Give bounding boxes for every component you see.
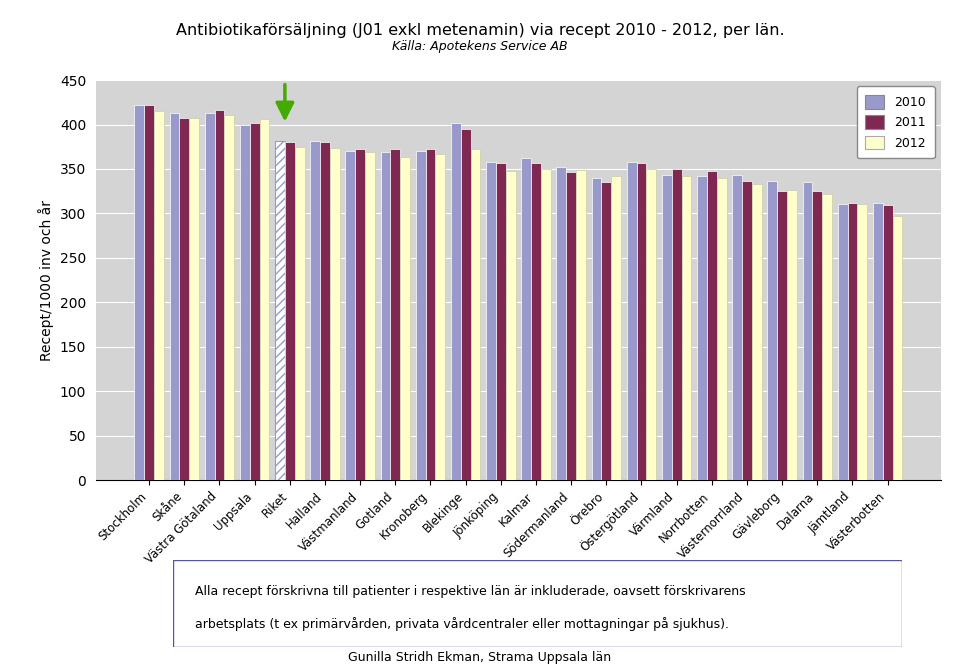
Bar <box>391 149 400 480</box>
Bar <box>259 119 270 480</box>
Legend: 2010, 2011, 2012: 2010, 2011, 2012 <box>856 86 934 158</box>
Bar <box>330 147 340 480</box>
Bar <box>521 158 531 480</box>
Bar <box>355 149 365 480</box>
Bar <box>380 152 391 480</box>
Bar <box>400 157 410 480</box>
Bar <box>882 205 893 480</box>
Bar <box>204 113 215 480</box>
Bar <box>682 176 691 480</box>
Bar <box>189 118 199 480</box>
Bar <box>672 169 682 480</box>
Bar <box>155 111 164 480</box>
Bar <box>144 105 155 480</box>
Bar <box>612 176 621 480</box>
Bar <box>707 171 717 480</box>
Bar <box>215 110 225 480</box>
Bar <box>531 163 540 480</box>
Text: Alla recept förskrivna till patienter i respektive län är inkluderade, oavsett f: Alla recept förskrivna till patienter i … <box>195 584 745 598</box>
Bar <box>812 191 822 480</box>
Bar <box>752 184 761 480</box>
Text: Gunilla Stridh Ekman, Strama Uppsala län: Gunilla Stridh Ekman, Strama Uppsala län <box>348 651 612 664</box>
Bar <box>742 181 752 480</box>
Bar <box>416 151 425 480</box>
Bar <box>240 125 250 480</box>
Bar <box>857 203 867 480</box>
Bar <box>470 149 480 480</box>
Bar <box>557 167 566 480</box>
Bar <box>732 175 742 480</box>
Bar <box>787 190 797 480</box>
Bar <box>767 181 778 480</box>
Bar <box>576 170 586 480</box>
Bar <box>803 182 812 480</box>
Bar <box>285 142 295 480</box>
Bar <box>295 147 304 480</box>
Bar <box>276 141 285 480</box>
Bar <box>365 152 375 480</box>
Bar <box>425 149 436 480</box>
Bar <box>506 171 516 480</box>
Bar <box>627 162 636 480</box>
Bar <box>848 203 857 480</box>
Y-axis label: Recept/1000 inv och år: Recept/1000 inv och år <box>38 199 55 361</box>
Bar <box>451 123 461 480</box>
Bar <box>601 182 612 480</box>
Text: Källa: Apotekens Service AB: Källa: Apotekens Service AB <box>393 40 567 53</box>
Bar <box>310 141 320 480</box>
Bar <box>591 178 601 480</box>
Bar <box>873 203 882 480</box>
Bar <box>496 163 506 480</box>
Bar <box>822 194 832 480</box>
Bar <box>636 163 646 480</box>
Bar <box>225 115 234 480</box>
Bar <box>461 129 470 480</box>
FancyBboxPatch shape <box>173 560 902 647</box>
Bar <box>661 175 672 480</box>
Bar <box>436 154 445 480</box>
Bar <box>566 171 576 480</box>
Bar <box>134 105 144 480</box>
Text: Antibiotikaförsäljning (J01 exkl metenamin) via recept 2010 - 2012, per län.: Antibiotikaförsäljning (J01 exkl metenam… <box>176 23 784 38</box>
Bar <box>893 216 902 480</box>
Bar <box>838 203 848 480</box>
Text: arbetsplats (t ex primärvården, privata vårdcentraler eller mottagningar på sjuk: arbetsplats (t ex primärvården, privata … <box>195 616 729 630</box>
Bar <box>486 162 496 480</box>
Bar <box>540 169 551 480</box>
Bar <box>717 178 727 480</box>
Bar <box>646 169 657 480</box>
Bar <box>250 123 259 480</box>
Bar <box>697 176 707 480</box>
Bar <box>346 151 355 480</box>
Bar <box>170 113 180 480</box>
Bar <box>778 191 787 480</box>
Bar <box>320 142 330 480</box>
Bar <box>180 118 189 480</box>
